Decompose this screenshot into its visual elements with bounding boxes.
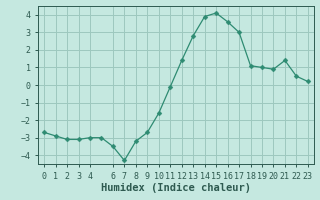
X-axis label: Humidex (Indice chaleur): Humidex (Indice chaleur) (101, 183, 251, 193)
